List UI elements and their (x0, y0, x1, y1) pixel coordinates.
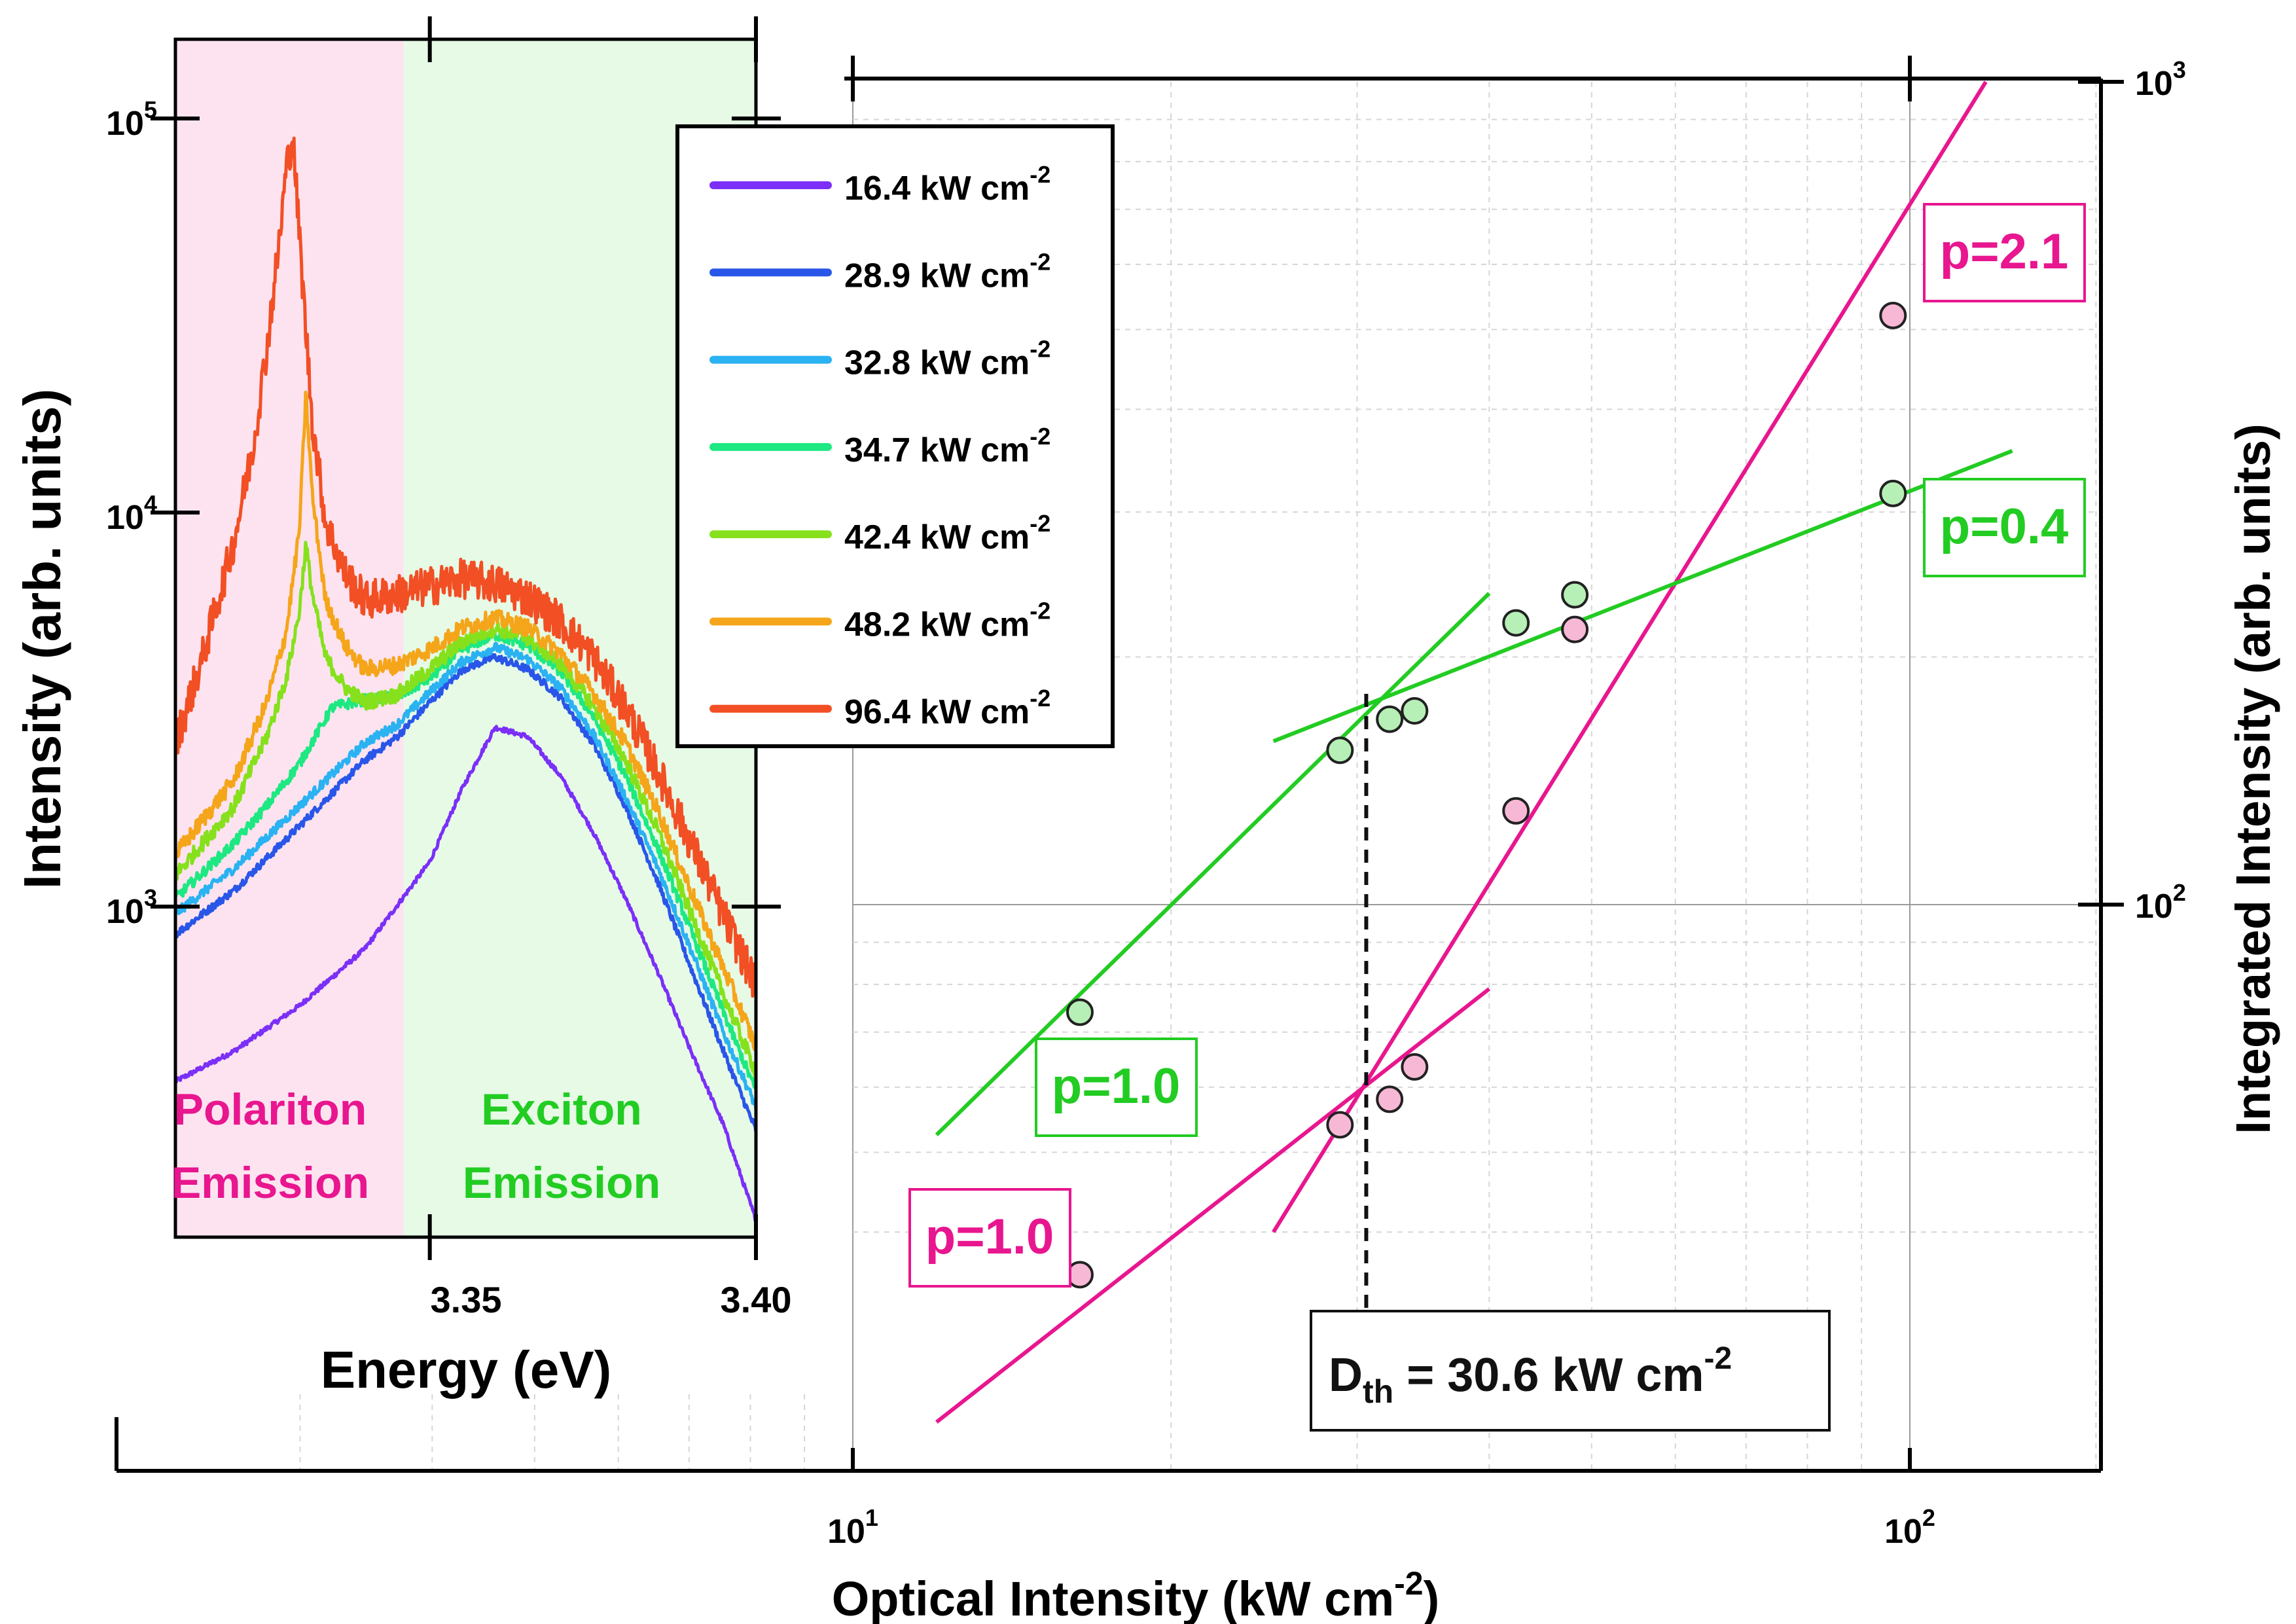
annotation-p10-pink-box (908, 1188, 1071, 1288)
data-point-exciton (1502, 609, 1530, 637)
data-point-exciton (1066, 998, 1094, 1026)
legend-label: 96.4 kW cm-2 (844, 685, 1050, 731)
inset-panel: Polariton Emission Exciton Emission 3.35… (13, 16, 1115, 1399)
inset-y-axis-title: Intensity (arb. units) (13, 389, 71, 890)
data-point-polariton (1376, 1085, 1404, 1113)
inset-spectra (173, 136, 758, 1223)
data-point-polariton (1879, 301, 1907, 329)
region-polariton-label-line1: Polariton (174, 1085, 367, 1134)
data-point-exciton (1561, 581, 1589, 609)
data-point-exciton (1376, 705, 1404, 733)
legend-label: 34.7 kW cm-2 (844, 423, 1050, 469)
main-ytick-label-1000: 103 (2135, 56, 2186, 103)
legend-label: 32.8 kW cm-2 (844, 336, 1050, 382)
annotation-p10-pink-text: p=1.0 (925, 1209, 1054, 1265)
region-exciton-label-line2: Emission (463, 1158, 660, 1208)
main-y-axis-title: Integrated Intensity (arb. units) (2226, 424, 2280, 1134)
annotation-p21-text: p=2.1 (1940, 224, 2068, 280)
fit-line (935, 987, 1491, 1424)
inset-xtick-label-335: 3.35 (431, 1279, 502, 1320)
main-ytick-label-100: 102 (2135, 879, 2186, 926)
legend-box (675, 124, 1115, 748)
legend-label: 48.2 kW cm-2 (844, 598, 1050, 644)
threshold-label: Dth = 30.6 kW cm-2 (1310, 1310, 1831, 1432)
threshold-label-text: Dth = 30.6 kW cm-2 (1329, 1341, 1732, 1410)
fit-line (1272, 81, 1988, 1233)
main-ticks (851, 56, 2124, 1471)
main-x-axis-title: Optical Intensity (kW cm-2) (832, 1565, 1440, 1624)
spectrum-96.4 (173, 136, 758, 998)
data-point-exciton (1326, 736, 1354, 765)
main-xtick-label-100: 102 (1884, 1504, 1935, 1551)
annotation-p10-green-text: p=1.0 (1052, 1058, 1180, 1114)
data-point-exciton (1401, 696, 1429, 725)
annotation-p10-pink: p=1.0 (908, 1188, 1071, 1288)
spectrum-42.4 (173, 541, 758, 1079)
annotation-p21-box (1923, 203, 2086, 302)
main-fit-lines (935, 81, 2013, 1424)
annotation-p10-green-box (1035, 1038, 1198, 1137)
region-polariton (175, 39, 404, 1237)
spectrum-16.4 (173, 725, 758, 1223)
data-point-polariton (1326, 1111, 1354, 1139)
spectrum-34.7 (173, 629, 758, 1091)
annotation-p04-text: p=0.4 (1940, 499, 2068, 554)
legend-label: 16.4 kW cm-2 (844, 161, 1050, 208)
inset-ytick-label-1e3: 103 (106, 884, 157, 931)
main-grid (299, 82, 2101, 1471)
fit-line (935, 592, 1491, 1136)
data-point-polariton (1561, 615, 1589, 643)
spectrum-48.2 (173, 390, 758, 1051)
inset-x-axis-title: Energy (eV) (321, 1341, 612, 1399)
spectrum-32.8 (174, 641, 758, 1111)
inset-ytick-label-1e5: 105 (106, 96, 157, 143)
main-data-points (1066, 301, 1907, 1289)
spectrum-28.9 (174, 653, 758, 1133)
data-point-polariton (1401, 1053, 1429, 1081)
main-axes (115, 77, 2103, 1473)
legend-label: 28.9 kW cm-2 (844, 248, 1050, 295)
main-xtick-label-10: 101 (827, 1504, 878, 1551)
legend: 16.4 kW cm-2 28.9 kW cm-2 32.8 kW cm-2 34.7… (675, 124, 1115, 748)
region-exciton-label-line1: Exciton (481, 1085, 642, 1134)
legend-label: 42.4 kW cm-2 (844, 510, 1050, 556)
annotation-p04: p=0.4 (1923, 478, 2086, 577)
region-polariton-label-line2: Emission (171, 1158, 369, 1208)
annotation-p10-green: p=1.0 (1035, 1038, 1198, 1137)
data-point-polariton (1502, 797, 1530, 825)
annotation-p04-box (1923, 478, 2086, 577)
data-point-exciton (1879, 479, 1907, 507)
threshold-label-box (1310, 1310, 1831, 1432)
annotation-p21: p=2.1 (1923, 203, 2086, 302)
inset-ytick-label-1e4: 104 (106, 490, 157, 537)
inset-xtick-label-340: 3.40 (721, 1279, 792, 1320)
